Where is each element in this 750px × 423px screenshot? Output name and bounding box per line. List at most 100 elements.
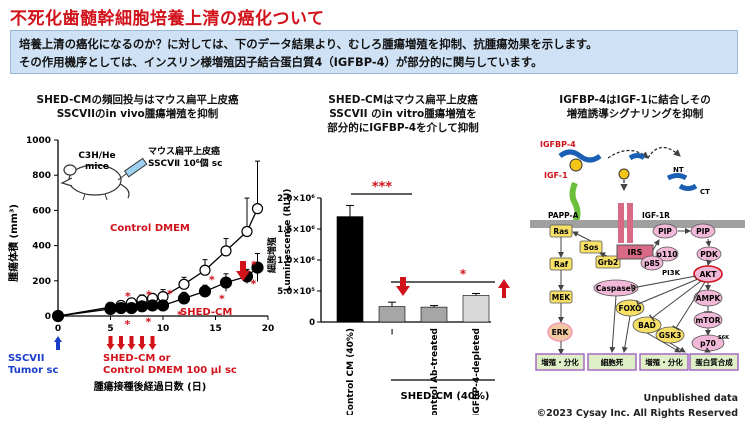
node-mek-label: MEK xyxy=(552,293,572,302)
x-tick-label: 5 xyxy=(107,324,113,334)
node-erk-label: ERK xyxy=(552,328,570,337)
decrease-arrow-icon xyxy=(396,277,410,296)
data-point xyxy=(104,302,117,316)
data-point xyxy=(241,225,253,238)
node-raf-label: Raf xyxy=(554,260,569,269)
node-pip3 xyxy=(690,223,716,239)
data-point xyxy=(251,261,264,274)
syringe-icon xyxy=(117,157,148,181)
panel1-heading: SHED-CMの頻回投与はマウス扁平上皮癌 SSCVIIのin vivo腫瘍増殖… xyxy=(20,93,255,121)
cell-membrane xyxy=(530,220,745,228)
significance-star: * xyxy=(146,288,152,301)
node-irs-box xyxy=(616,244,654,260)
treatment-arrow-icon xyxy=(148,336,157,350)
significance-star: * xyxy=(167,287,173,300)
sig-label-1: *** xyxy=(372,180,393,195)
significance-star: * xyxy=(251,258,257,271)
control-series-label: Control DMEM xyxy=(110,223,190,234)
y-tick-label: 200 xyxy=(32,277,51,287)
tumor-growth-chart: 腫瘍体積 (mm³) 腫瘍接種後経過日数 (日) 020040060080010… xyxy=(7,136,275,393)
bar xyxy=(420,306,448,323)
node-akt-label: AKT xyxy=(700,270,718,279)
injection-label-2: SSCVⅡ 10⁶個 sc xyxy=(148,157,222,169)
inhibition-line xyxy=(631,275,697,289)
node-papp: PAPP-A xyxy=(548,211,579,220)
increase-arrow-icon xyxy=(498,279,510,298)
panel2-heading: SHED-CMはマウス扁平上皮癌 SSCVII のin vitro腫瘍増殖を 部… xyxy=(308,93,498,135)
x-tick-label: IGFBP-4-depleted xyxy=(472,328,482,415)
significance-star: * xyxy=(125,318,131,331)
pathway-arrow xyxy=(621,315,631,353)
x-tick-label: 0 xyxy=(55,324,61,334)
igfbp4-molecule-icon xyxy=(558,149,602,163)
node-ct: CT xyxy=(700,188,710,196)
papp-a-icon xyxy=(569,181,581,225)
data-point xyxy=(177,292,191,305)
node-nt: NT xyxy=(673,166,684,174)
treatment-arrow-icon xyxy=(117,336,125,350)
data-point xyxy=(156,299,170,312)
panel1-heading-line1: SHED-CMの頻回投与はマウス扁平上皮癌 xyxy=(36,94,239,106)
treatment-arrow-icon xyxy=(138,336,146,350)
node-foxo-label: FOXO xyxy=(618,304,641,313)
pathway-arrow xyxy=(705,238,712,247)
y-tick-label: 800 xyxy=(32,171,51,181)
node-pi3k-label: PI3K xyxy=(662,269,681,277)
y-tick-label: 0 xyxy=(309,318,315,328)
node-mtor-label: mTOR xyxy=(695,316,720,325)
node-p70-label: p70 xyxy=(700,339,716,348)
chart2-ylabel-jp: 細胞増殖 xyxy=(266,237,278,273)
panel3-heading-line2: 増殖誘導シグナリングを抑制 xyxy=(566,108,704,120)
node-p110 xyxy=(655,246,679,262)
panel2-heading-line2: SSCVII のin vitro腫瘍増殖を xyxy=(329,108,477,120)
data-point xyxy=(219,276,233,289)
significance-star: * xyxy=(146,315,152,328)
panel1-heading-line2: SSCVIIのin vivo腫瘍増殖を抑制 xyxy=(56,108,219,120)
data-point xyxy=(135,300,149,313)
y-tick-label: 600 xyxy=(32,206,51,216)
y-tick-label: 1000 xyxy=(26,136,51,146)
node-casp9-label: Caspase9 xyxy=(596,284,636,293)
data-point xyxy=(114,301,128,315)
inhibition-bar xyxy=(649,314,655,322)
mouse-strain-label: C3H/He xyxy=(78,151,115,161)
inhibition-bar xyxy=(635,300,641,308)
data-point xyxy=(125,301,138,315)
treatment-arrow-icon xyxy=(106,336,115,350)
bar xyxy=(336,216,364,323)
igf1-molecule-icon xyxy=(569,158,583,172)
unpublished-note: Unpublished data xyxy=(643,393,739,404)
panel3-heading: IGFBP-4はIGF-1に結合しその 増殖誘導シグナリングを抑制 xyxy=(535,93,735,121)
tumor-arrow-icon xyxy=(54,336,62,350)
outcome-label: 細胞死 xyxy=(601,357,624,367)
data-point xyxy=(198,285,212,298)
panel2-heading-line1: SHED-CMはマウス扁平上皮癌 xyxy=(328,94,478,106)
node-sos-label: Sos xyxy=(583,243,599,252)
outcome-label: 増殖・分化 xyxy=(541,357,579,367)
bar xyxy=(462,295,490,323)
sig-label-2: * xyxy=(460,267,467,281)
node-p70-sup: S6K xyxy=(718,335,730,341)
treatment-label-2: Control DMEM 100 μl sc xyxy=(103,365,237,376)
x-tick-label: 20 xyxy=(262,324,275,334)
node-grb2-label: Grb2 xyxy=(598,258,618,267)
node-ras-label: Ras xyxy=(553,227,569,236)
node-pip3-label: PIP xyxy=(696,227,710,236)
node-gsk3-label: GSK3 xyxy=(659,331,682,340)
tumor-sc-label-2: Tumor sc xyxy=(8,365,58,376)
node-irs-label: IRS xyxy=(628,248,643,257)
panel3-heading-line1: IGFBP-4はIGF-1に結合しその xyxy=(559,94,711,106)
node-ampk-label: AMPK xyxy=(696,294,722,303)
pathway-arrow xyxy=(609,295,617,353)
pathway-arrow xyxy=(669,342,686,353)
pathway-arrow xyxy=(599,252,608,258)
luminescence-bar-chart: 細胞増殖 Luminescence (RLU) 0 5.0×10⁵ 1.0×10⁶ 1… xyxy=(266,180,510,415)
y-tick-label: 0 xyxy=(45,312,51,322)
tumor-sc-label-1: SSCVII xyxy=(8,353,44,364)
data-point xyxy=(51,309,65,323)
data-point xyxy=(199,264,211,276)
injection-label-1: マウス扁平上皮癌 xyxy=(148,145,220,157)
x-tick-label: − xyxy=(388,328,398,336)
outcome-label: 蛋白質合成 xyxy=(695,357,733,367)
significance-star: * xyxy=(251,278,257,291)
